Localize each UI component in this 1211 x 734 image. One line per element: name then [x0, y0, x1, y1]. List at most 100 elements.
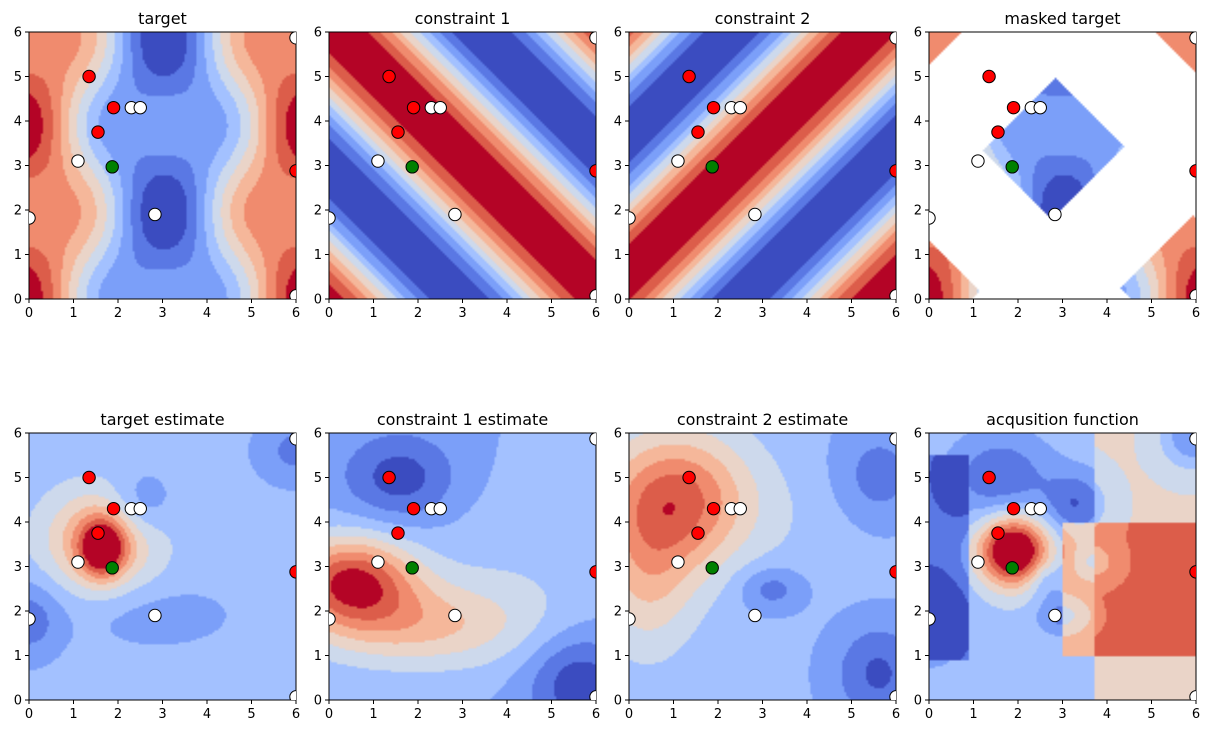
x-tick-label: 0	[325, 306, 333, 321]
y-tick-label: 4	[314, 115, 322, 130]
x-tick-label: 5	[1147, 306, 1155, 321]
sample-point	[1048, 207, 1062, 222]
x-tick-label: 1	[969, 707, 977, 722]
sample-point	[391, 526, 405, 540]
subplot-title: acqusition function	[986, 410, 1139, 429]
x-tick-label: 2	[714, 306, 722, 321]
sample-point	[1189, 289, 1196, 299]
y-tick-label: 6	[914, 427, 922, 442]
sample-point	[406, 100, 421, 115]
contour-fill	[29, 32, 296, 299]
y-tick-label: 2	[614, 204, 622, 219]
sample-point	[589, 433, 596, 446]
y-tick-label: 3	[14, 159, 22, 174]
sample-point	[29, 612, 36, 626]
y-tick-label: 0	[914, 293, 922, 308]
y-tick-label: 5	[914, 471, 922, 486]
sample-point	[289, 690, 296, 700]
sample-point	[889, 289, 896, 299]
y-tick-label: 0	[314, 293, 322, 308]
sample-point	[889, 690, 896, 700]
x-tick-label: 6	[892, 707, 900, 722]
sample-point	[629, 612, 636, 626]
sample-point	[106, 501, 121, 516]
x-tick-label: 4	[803, 306, 811, 321]
y-tick-label: 5	[314, 70, 322, 85]
x-tick-label: 2	[714, 707, 722, 722]
y-tick-label: 3	[614, 560, 622, 575]
y-tick-label: 4	[914, 516, 922, 531]
sample-point	[1048, 608, 1062, 623]
sample-point	[889, 32, 896, 45]
x-tick-label: 0	[25, 306, 33, 321]
sample-points	[329, 433, 596, 700]
x-tick-label: 3	[458, 306, 466, 321]
contour-fill	[29, 433, 296, 700]
x-tick-label: 0	[325, 707, 333, 722]
y-tick-label: 4	[14, 115, 22, 130]
sample-point	[589, 289, 596, 299]
x-tick-label: 0	[925, 707, 933, 722]
sample-point	[691, 125, 705, 139]
x-tick-label: 1	[669, 707, 677, 722]
x-tick-label: 4	[203, 707, 211, 722]
x-tick-label: 5	[247, 306, 255, 321]
sample-point	[1033, 501, 1047, 516]
x-tick-label: 5	[847, 306, 855, 321]
sample-point	[748, 207, 762, 222]
sample-point	[706, 501, 721, 516]
y-tick-label: 3	[14, 560, 22, 575]
subplot-c2est: constraint 2 estimate 0 1 2 3 4 5 6 0 1 2 3 4 5 6	[614, 410, 900, 722]
sample-point	[682, 470, 696, 485]
x-tick-label: 2	[1014, 707, 1022, 722]
x-tick-label: 6	[592, 306, 600, 321]
x-tick-label: 4	[503, 306, 511, 321]
x-tick-label: 3	[158, 306, 166, 321]
sample-point	[289, 433, 296, 446]
sample-point	[706, 100, 721, 115]
x-tick-label: 2	[414, 306, 422, 321]
y-tick-label: 0	[614, 293, 622, 308]
sample-point	[289, 289, 296, 299]
y-tick-label: 3	[914, 159, 922, 174]
x-tick-label: 6	[292, 306, 300, 321]
sample-point	[889, 565, 896, 579]
sample-point	[1189, 690, 1196, 700]
x-tick-label: 5	[847, 707, 855, 722]
sample-point	[929, 612, 936, 626]
sample-point	[705, 160, 719, 174]
sample-point	[748, 608, 762, 623]
x-tick-label: 4	[503, 707, 511, 722]
y-tick-label: 6	[314, 26, 322, 41]
x-tick-label: 0	[625, 306, 633, 321]
x-tick-label: 5	[1147, 707, 1155, 722]
y-tick-label: 1	[614, 649, 622, 664]
sample-point	[1189, 433, 1196, 446]
x-tick-label: 3	[158, 707, 166, 722]
sample-point	[82, 470, 96, 485]
sample-point	[406, 501, 421, 516]
sample-point	[629, 211, 636, 225]
subplot-masked: masked target 0 1 2 3 4 5 6 0 1 2 3 4 5 6	[914, 9, 1200, 321]
x-tick-label: 6	[1192, 707, 1200, 722]
subplot-c2: constraint 2 0 1 2 3 4 5 6 0 1 2 3 4 5 6	[614, 9, 900, 321]
y-tick-label: 4	[614, 115, 622, 130]
sample-point	[589, 565, 596, 579]
y-tick-label: 5	[914, 70, 922, 85]
sample-point	[1189, 32, 1196, 45]
sample-points	[29, 433, 296, 700]
y-tick-label: 2	[914, 605, 922, 620]
sample-point	[448, 207, 462, 222]
y-tick-label: 1	[914, 649, 922, 664]
sample-point	[971, 555, 985, 569]
x-tick-label: 6	[592, 707, 600, 722]
contour-fill	[629, 433, 896, 700]
y-tick-label: 1	[314, 649, 322, 664]
y-tick-label: 5	[614, 70, 622, 85]
y-tick-label: 2	[14, 605, 22, 620]
sample-point	[329, 612, 336, 626]
sample-point	[589, 32, 596, 45]
x-tick-label: 0	[625, 707, 633, 722]
y-tick-label: 2	[14, 204, 22, 219]
